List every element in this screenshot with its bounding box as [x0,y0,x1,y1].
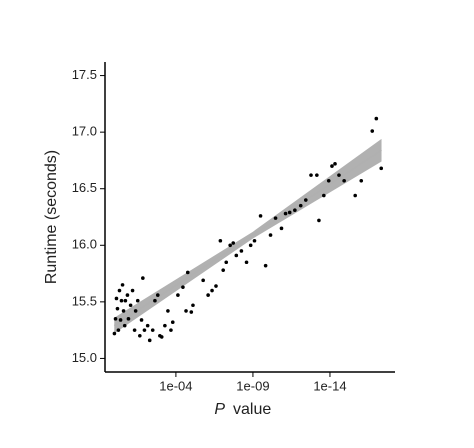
point [273,216,278,220]
point [116,328,121,332]
y-tick-label: 16.5 [72,180,97,195]
point [125,293,130,297]
point [163,323,167,328]
point [333,162,337,166]
point [326,178,331,183]
x-tick-label: 1e-14 [313,378,346,393]
point [147,338,152,343]
point [214,284,218,288]
point [122,323,127,328]
point [370,129,375,133]
point [322,193,326,198]
point [374,116,379,121]
point [130,288,135,293]
point [118,318,123,322]
point [119,298,124,303]
point [153,298,157,303]
point [126,317,131,321]
y-tick-label: 17.0 [72,124,97,139]
point [139,318,144,322]
point [142,328,147,332]
point [176,293,180,297]
point [150,328,155,332]
point [228,243,232,248]
point [181,285,185,289]
point [159,335,164,339]
point [298,203,303,208]
point [138,333,142,338]
point [252,238,257,243]
point [337,173,341,177]
point [135,298,140,303]
point [191,303,195,308]
y-tick-label: 15.0 [72,350,97,365]
point [121,309,126,313]
point [169,328,173,332]
point [263,263,268,268]
x-tick-label: 1e-04 [159,378,192,393]
point [239,249,244,253]
point [283,211,288,216]
point [145,323,150,328]
point [132,328,137,332]
point [231,241,236,245]
y-tick-label: 15.5 [72,293,97,308]
point [210,288,214,293]
point [113,317,118,321]
point [114,296,119,301]
point [123,298,128,303]
point [184,309,188,313]
x-tick-label: 1e-09 [236,378,269,393]
point [224,260,229,265]
point [303,198,308,202]
point [221,268,226,272]
point [309,173,313,177]
point [117,288,122,293]
point [206,293,210,297]
point [141,276,145,280]
y-tick-label: 17.5 [72,67,97,82]
point [317,218,321,223]
point [342,178,346,183]
point [189,310,194,314]
point [244,260,249,265]
point [315,173,319,177]
point [258,214,263,218]
point [293,208,297,213]
point [185,270,190,275]
point [330,164,334,168]
point [120,283,125,287]
x-axis-label: value [233,401,271,418]
x-axis-label-italic: P [214,401,225,418]
point [155,293,160,297]
point [379,166,384,171]
point [170,320,175,325]
point [359,178,364,183]
fit-line [113,149,382,327]
point [268,233,273,237]
point [248,243,253,248]
point [353,193,357,198]
point [279,226,284,231]
point [112,331,117,336]
confidence-band [114,138,382,334]
point [166,309,170,313]
point [218,238,223,243]
point [128,303,133,308]
point [234,253,239,258]
point [115,306,120,311]
y-tick-label: 16.0 [72,237,97,252]
point [133,309,138,313]
point [201,278,205,283]
y-axis-label: Runtime (seconds) [43,150,60,284]
point [287,210,292,215]
